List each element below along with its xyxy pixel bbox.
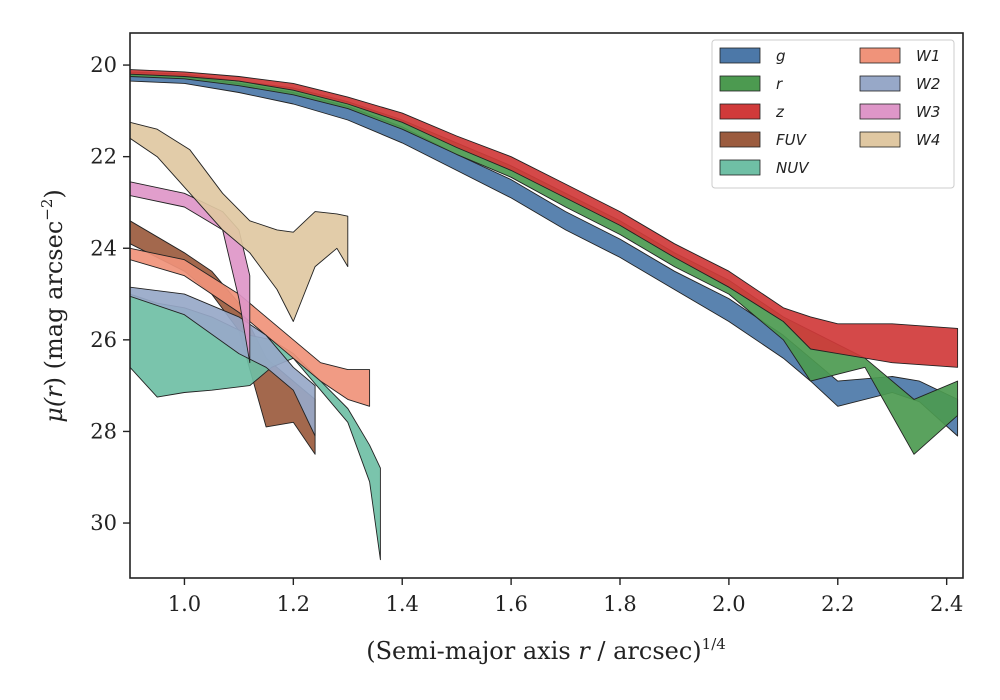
legend-swatch-w3: [859, 103, 901, 120]
y-axis: 20 22 24 26 28 30: [90, 53, 130, 535]
legend-swatch-g: [719, 47, 761, 64]
band-w4: [130, 121, 349, 322]
x-axis-label: (Semi-major axis r / arcsec)1/4: [366, 635, 726, 665]
x-tick-label: 1.4: [386, 592, 419, 616]
y-tick-label: 24: [90, 236, 117, 260]
band-z: [130, 69, 959, 368]
y-tick-label: 22: [90, 145, 117, 169]
x-tick-label: 1.2: [277, 592, 310, 616]
legend-swatch-w4: [859, 131, 901, 148]
x-tick-label: 2.0: [712, 592, 745, 616]
bands-layer: [130, 69, 959, 561]
legend-swatch-fuv: [719, 131, 761, 148]
y-tick-label: 26: [90, 328, 117, 352]
legend-swatch-nuv: [719, 159, 761, 176]
x-tick-label: 2.4: [930, 592, 963, 616]
legend-swatch-w2: [859, 75, 901, 92]
x-tick-label: 1.0: [168, 592, 201, 616]
legend-label-w3: W3: [916, 103, 940, 121]
legend-swatch-w1: [859, 47, 901, 64]
x-axis: 1.0 1.2 1.4 1.6 1.8 2.0 2.2 2.4: [168, 578, 963, 616]
legend-label-g: g: [776, 47, 786, 65]
legend: grz FUV NUV W1 W2 W3 W4: [711, 39, 955, 189]
legend-label-z: z: [775, 103, 785, 121]
x-tick-label: 1.8: [603, 592, 636, 616]
band-w2: [130, 286, 316, 437]
legend-label-fuv: FUV: [776, 131, 808, 149]
x-tick-label: 2.2: [821, 592, 854, 616]
legend-swatch-z: [719, 103, 761, 120]
legend-label-w2: W2: [916, 75, 940, 93]
y-tick-label: 20: [90, 53, 117, 77]
band-w1: [130, 247, 371, 407]
plot-frame: [129, 32, 964, 579]
y-tick-label: 30: [90, 511, 117, 535]
legend-swatch-r: [719, 75, 761, 92]
legend-label-w4: W4: [916, 131, 940, 149]
y-axis-label: μ(r) (mag arcsec−2): [38, 189, 68, 423]
y-tick-label: 28: [90, 419, 117, 443]
legend-label-nuv: NUV: [776, 159, 810, 177]
legend-label-r: r: [776, 75, 783, 93]
legend-label-w1: W1: [916, 47, 940, 65]
x-tick-label: 1.6: [494, 592, 527, 616]
